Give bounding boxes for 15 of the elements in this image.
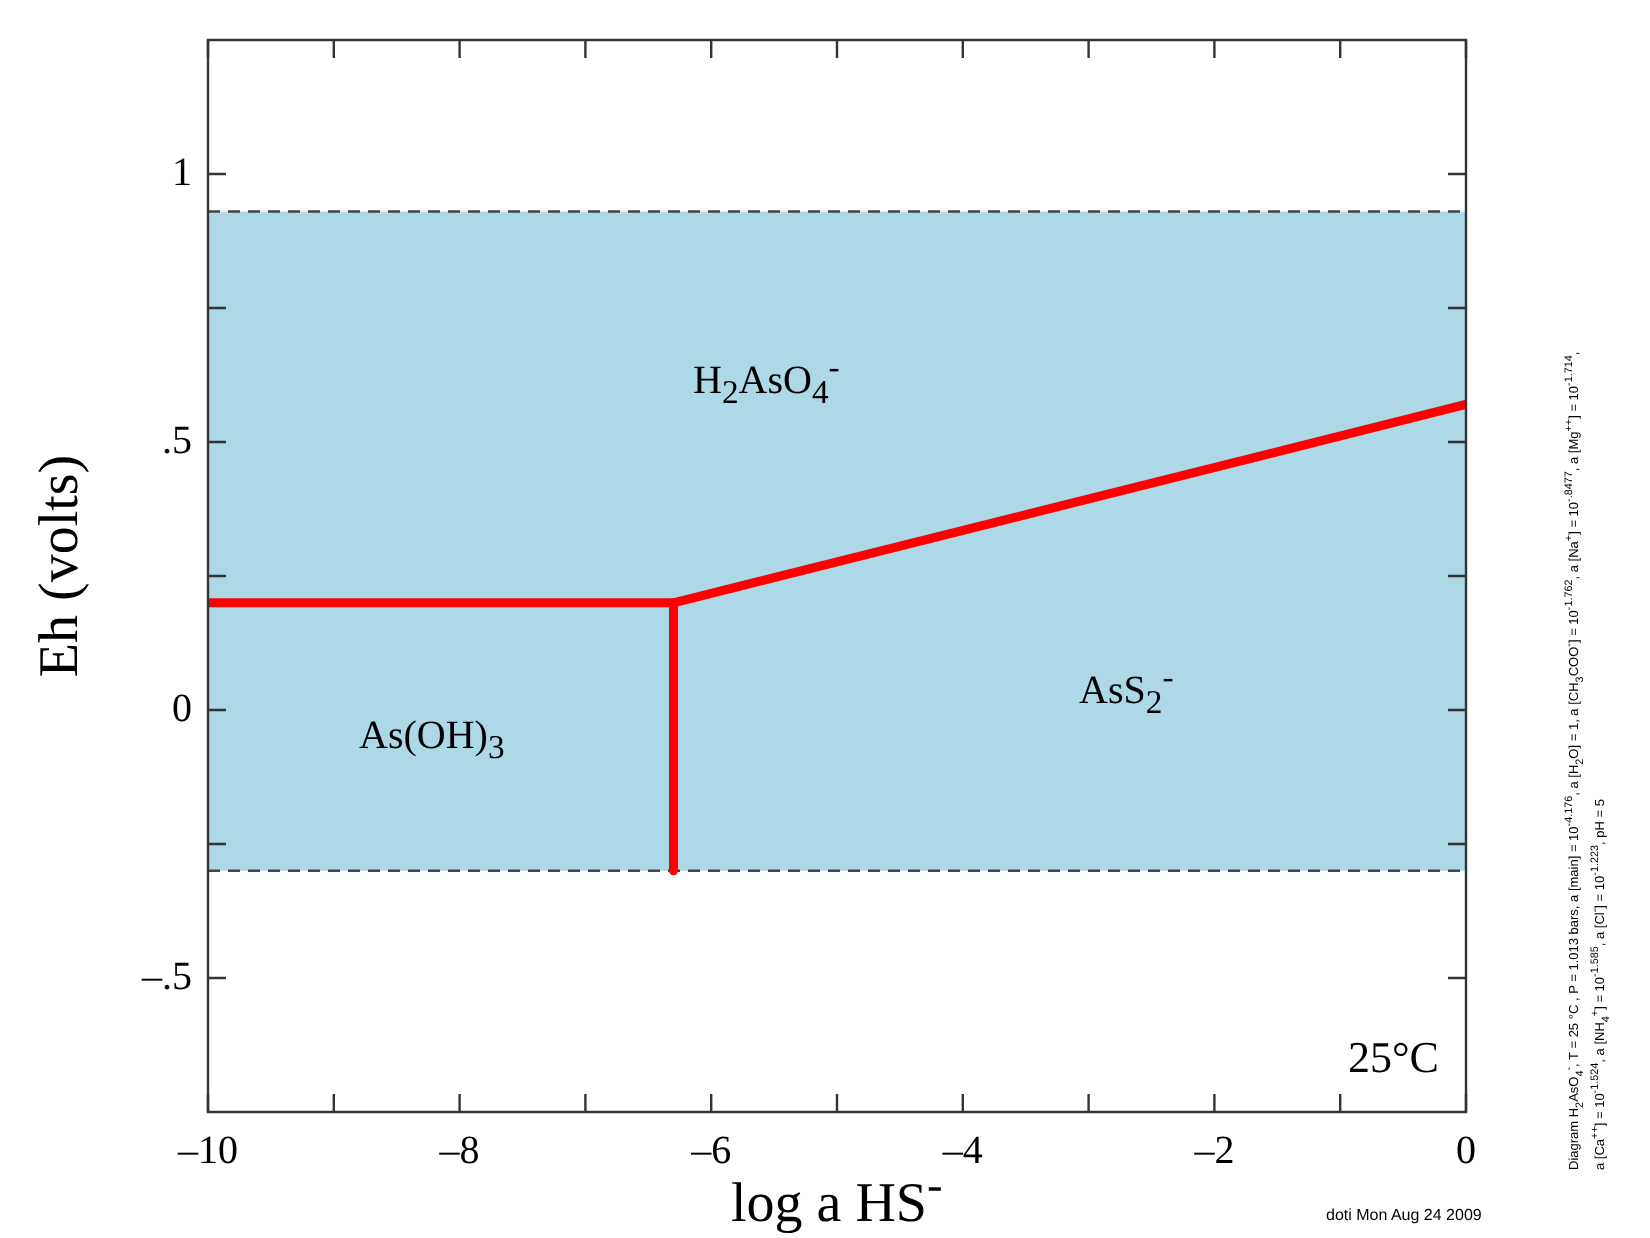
x-tick-label: –2 xyxy=(1192,1128,1235,1173)
y-tick-label: .5 xyxy=(162,418,192,463)
x-tick-label: –10 xyxy=(176,1128,238,1173)
y-tick-label: –.5 xyxy=(140,954,192,999)
x-tick-label: 0 xyxy=(1456,1128,1476,1173)
x-tick-label: –6 xyxy=(689,1128,732,1173)
x-tick-label: –8 xyxy=(437,1128,480,1173)
annotation: 25°C xyxy=(1348,1032,1439,1084)
annotation: As(OH)$_{3}$ xyxy=(359,713,505,767)
x-axis-title: log a HS$^{-}$ xyxy=(731,1160,943,1237)
y-tick-label: 0 xyxy=(172,686,192,731)
x-tick-label: –4 xyxy=(940,1128,983,1173)
y-axis-title: Eh (volts) xyxy=(28,454,93,678)
text: doti Mon Aug 24 2009 xyxy=(1326,1206,1482,1224)
y-tick-label: 1 xyxy=(172,150,192,195)
